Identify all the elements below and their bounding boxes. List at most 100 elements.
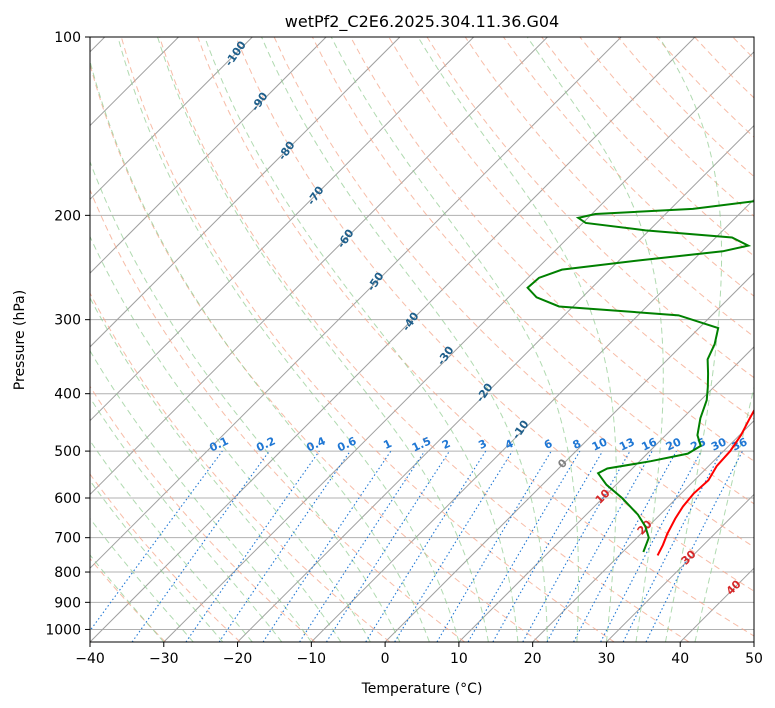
mixing-ratio-line-4 — [394, 450, 513, 642]
moist-adiabat-6 — [90, 59, 430, 642]
mixing-ratio-line-0.1 — [90, 450, 223, 632]
background-lines — [90, 37, 754, 642]
y-tick-label: 700 — [54, 531, 81, 547]
dry-adiabat-320 — [197, 37, 754, 637]
chart-title: wetPf2_C2E6.2025.304.11.36.G04 — [285, 12, 559, 32]
isotherm-20 — [532, 419, 754, 642]
mixing-ratio-label: 13 — [617, 435, 636, 453]
mixing-ratio-line-1.5 — [299, 450, 426, 642]
dry-adiabat-280 — [90, 188, 465, 642]
dry-adiabat-260 — [90, 385, 316, 642]
x-tick-label: −40 — [75, 651, 105, 667]
dewpoint-line — [526, 200, 754, 553]
moist-adiabat-26 — [330, 37, 579, 642]
moist-adiabat--10 — [90, 349, 312, 642]
moist-adiabat--18 — [90, 439, 253, 642]
y-tick-label: 200 — [54, 208, 81, 224]
mixing-ratio-label: 16 — [640, 435, 660, 453]
mixing-ratio-line-13 — [522, 450, 631, 642]
moist-adiabat-14 — [157, 37, 489, 642]
isotherm--20 — [237, 124, 754, 642]
y-tick-label: 900 — [54, 595, 81, 611]
isotherm--80 — [90, 37, 401, 348]
moist-adiabat-lines — [90, 37, 754, 642]
y-tick-label: 1000 — [45, 622, 81, 638]
x-tick-label: −30 — [149, 651, 179, 667]
dry-adiabat-300 — [120, 37, 615, 642]
dry-adiabat-390 — [464, 37, 754, 338]
x-axis-ticks: −40 −30 −20 −10 0 10 20 30 40 50 — [75, 642, 763, 667]
dry-adiabat-370 — [388, 37, 754, 420]
y-tick-label: 300 — [54, 313, 81, 329]
y-axis-ticks: 100 200 300 400 500 600 700 800 900 1000 — [45, 30, 90, 638]
isotherm--30 — [163, 51, 754, 642]
mixing-ratio-label: 36 — [730, 435, 750, 453]
x-tick-label: 0 — [381, 651, 390, 667]
isobar-gridlines — [90, 37, 754, 630]
moist-adiabat-42 — [694, 384, 754, 642]
moist-adiabat-2 — [90, 160, 401, 642]
moist-adiabat--6 — [90, 296, 342, 642]
y-tick-label: 500 — [54, 444, 81, 460]
moist-adiabat--2 — [90, 235, 371, 642]
moist-adiabat--22 — [90, 479, 224, 642]
x-tick-label: 20 — [524, 651, 542, 667]
x-axis-label: Temperature (°C) — [361, 681, 483, 697]
isotherm--90 — [90, 37, 327, 274]
moist-adiabat-10 — [117, 37, 460, 642]
mixing-ratio-line-20 — [573, 450, 677, 642]
plot-area — [90, 37, 754, 642]
mixing-ratio-label: 20 — [664, 435, 684, 453]
moist-adiabat-38 — [658, 37, 723, 642]
dry-adiabat-350 — [311, 37, 754, 505]
x-tick-label: 10 — [450, 651, 468, 667]
x-tick-label: −10 — [297, 651, 327, 667]
dry-adiabat-330 — [235, 37, 754, 592]
mixing-ratio-line-1 — [262, 450, 392, 642]
profile-lines — [526, 200, 754, 556]
isotherm--50 — [90, 37, 622, 569]
isotherm-10 — [458, 346, 754, 642]
mixing-ratio-line-0.6 — [218, 450, 351, 642]
isotherm--40 — [90, 37, 696, 642]
isotherm-lines — [90, 37, 754, 642]
mixing-ratio-line-2 — [325, 450, 450, 642]
moist-adiabat-30 — [417, 37, 617, 642]
dry-adiabat-310 — [159, 37, 690, 642]
dry-adiabat-lines — [90, 37, 754, 642]
y-tick-label: 600 — [54, 491, 81, 507]
mixing-ratio-label: 25 — [689, 435, 708, 453]
isotherm--10 — [310, 198, 754, 642]
dry-adiabat-400 — [503, 37, 754, 297]
x-tick-label: −20 — [223, 651, 253, 667]
moist-adiabat-22 — [261, 37, 548, 642]
mixing-ratio-line-36 — [645, 450, 743, 642]
y-tick-label: 100 — [54, 30, 81, 46]
plot-frame — [89, 36, 755, 643]
mixing-ratio-lines — [90, 450, 743, 642]
dry-adiabat-250 — [90, 473, 241, 642]
mixing-ratio-label: 10 — [590, 435, 610, 453]
dry-adiabat-290 — [90, 62, 540, 642]
mixing-ratio-line-0.2 — [131, 450, 270, 642]
isotherm-30 — [606, 493, 754, 642]
moist-adiabat--14 — [90, 396, 283, 642]
y-tick-label: 800 — [54, 565, 81, 581]
isotherm--60 — [90, 37, 548, 496]
mixing-ratio-label: 30 — [709, 435, 729, 453]
moist-adiabat-34 — [526, 37, 664, 642]
isotherm-0 — [384, 272, 754, 642]
dry-adiabat-380 — [426, 37, 754, 379]
dry-adiabat-340 — [273, 37, 754, 548]
mixing-ratio-line-0.4 — [185, 450, 320, 642]
isotherm--100 — [90, 37, 253, 201]
x-tick-label: 30 — [598, 651, 616, 667]
temperature-line — [656, 408, 754, 556]
isotherm--70 — [90, 37, 475, 422]
moist-adiabat--26 — [90, 517, 194, 642]
moist-adiabat-18 — [204, 37, 519, 642]
mixing-ratio-line-16 — [546, 450, 653, 642]
x-tick-label: 40 — [671, 651, 689, 667]
x-tick-label: 50 — [745, 651, 763, 667]
